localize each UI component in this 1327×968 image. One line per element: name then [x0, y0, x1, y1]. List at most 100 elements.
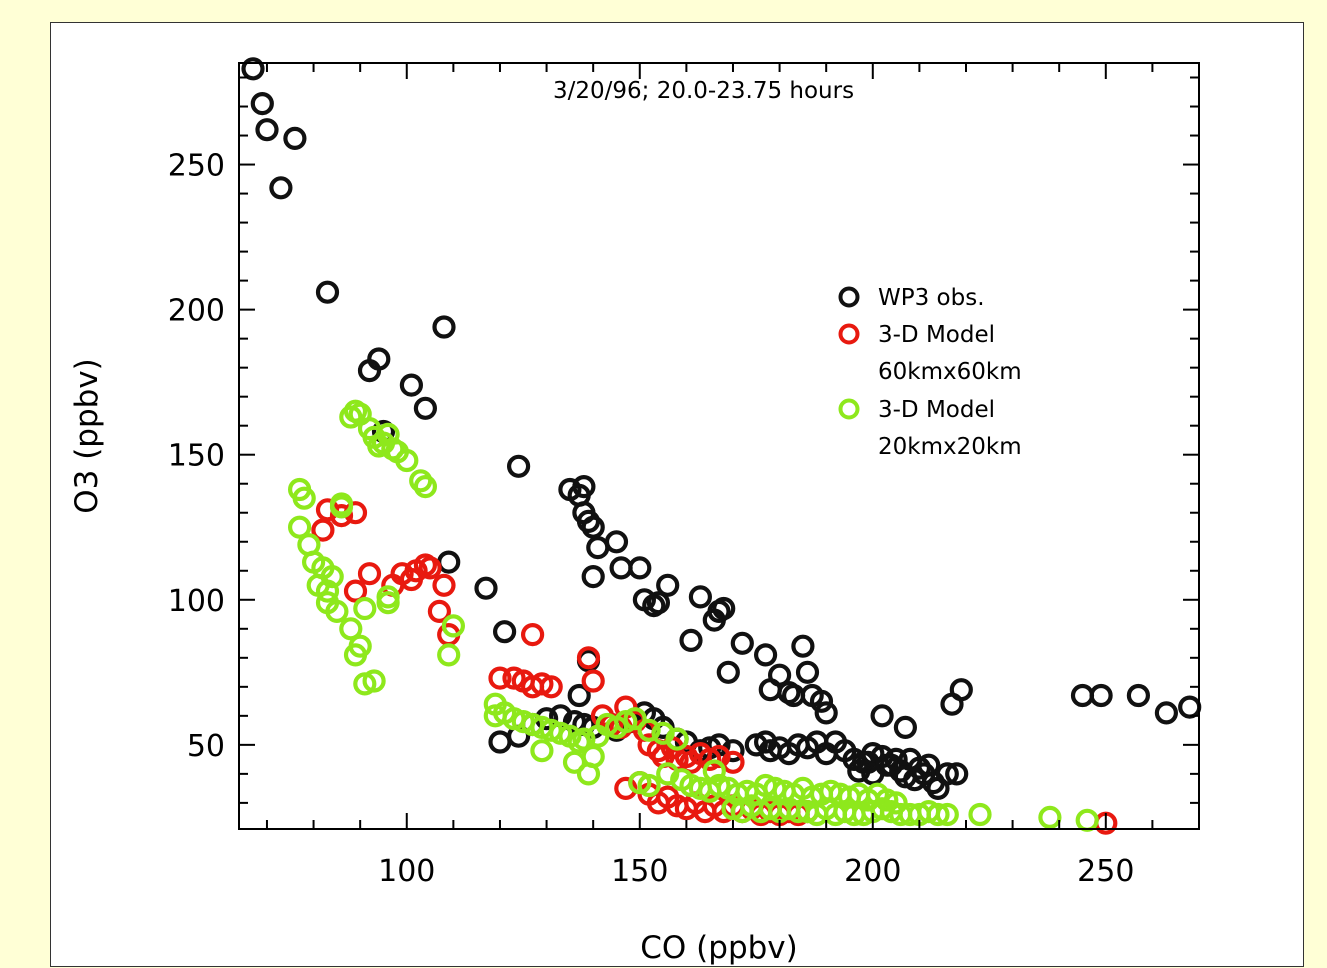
data-point [1126, 683, 1151, 708]
data-point [767, 663, 792, 687]
series-0 [241, 57, 1202, 801]
data-point [628, 556, 652, 580]
legend: WP3 obs. 3-D Model 60kmx60km 3-D Model 20kmx… [838, 285, 1022, 460]
data-point [884, 747, 908, 772]
data-point [688, 585, 713, 609]
data-point [441, 614, 465, 638]
x-axis-title: CO (ppbv) [640, 930, 797, 966]
data-point [427, 599, 451, 624]
data-point [315, 579, 340, 603]
data-point [329, 492, 354, 516]
data-point [1178, 695, 1202, 719]
legend-marker [838, 398, 860, 420]
data-point [656, 573, 680, 597]
legend-marker [838, 286, 860, 308]
data-point [539, 675, 563, 699]
data-point [339, 617, 363, 641]
data-point [376, 591, 400, 615]
data-point [413, 396, 437, 420]
chart-annotation: 3/20/96; 20.0-23.75 hours [553, 78, 854, 104]
data-point [567, 683, 591, 708]
data-point [399, 373, 423, 397]
chart-frame: 100 150 200 250 50 100 150 200 250 3/20/96; 20.0… [50, 22, 1304, 967]
data-point [348, 634, 372, 658]
data-point [791, 634, 815, 658]
data-point [376, 422, 400, 446]
data-point [716, 660, 740, 684]
data-point [572, 475, 596, 499]
data-points [241, 57, 1202, 835]
data-point [712, 596, 736, 621]
data-point [702, 759, 726, 783]
data-point [651, 721, 675, 745]
data-point [604, 530, 629, 554]
x-tick-label: 100 [378, 854, 435, 889]
data-point [926, 802, 950, 827]
legend-label: 3-D Model [878, 397, 995, 423]
legend-label: WP3 obs. [878, 285, 985, 311]
y-tick-label: 250 [168, 149, 225, 184]
data-point [581, 669, 605, 693]
data-point [292, 486, 316, 510]
data-point [362, 669, 386, 693]
data-point [623, 707, 647, 731]
data-point [250, 91, 274, 116]
data-point [507, 454, 531, 478]
data-point [1070, 683, 1095, 708]
data-point [576, 646, 601, 670]
legend-marker [838, 323, 860, 345]
data-point [418, 556, 442, 580]
data-point [609, 556, 633, 580]
data-point [367, 347, 391, 371]
data-point [679, 628, 703, 653]
data-point [493, 620, 517, 644]
data-point [343, 579, 368, 603]
data-point [288, 515, 312, 539]
data-point [1038, 805, 1062, 830]
data-point [656, 762, 680, 786]
data-point [945, 762, 969, 786]
y-tick-label: 100 [168, 584, 225, 619]
data-point [586, 535, 610, 560]
data-point [329, 504, 354, 528]
data-point [325, 599, 349, 624]
data-point [637, 773, 661, 798]
data-point [241, 57, 265, 81]
data-point [437, 550, 461, 574]
data-point [1075, 808, 1099, 832]
data-point [912, 762, 936, 786]
scatter-chart: 100 150 200 250 50 100 150 200 250 3/20/96; 20.0… [69, 57, 1202, 966]
data-point [413, 475, 437, 499]
data-point [432, 315, 456, 339]
data-point [646, 591, 671, 615]
axis-ticks [239, 63, 1200, 829]
data-point [488, 730, 512, 754]
data-point [521, 622, 545, 647]
data-point [870, 704, 894, 728]
data-point [530, 739, 554, 763]
data-point [721, 739, 745, 763]
data-point [795, 660, 820, 684]
y-tick-label: 150 [168, 439, 225, 474]
data-point [1089, 683, 1113, 708]
data-point [721, 750, 745, 774]
x-tick-label: 200 [844, 854, 901, 889]
legend-label: 20kmx20km [878, 434, 1022, 460]
data-point [488, 666, 512, 690]
data-point [1154, 701, 1179, 725]
y-tick-label: 200 [168, 294, 225, 329]
data-point [581, 564, 605, 589]
data-point [572, 727, 596, 751]
data-point [665, 727, 689, 751]
data-point [614, 776, 638, 801]
data-point [311, 518, 335, 542]
data-point [255, 118, 279, 142]
plot-area-border [238, 62, 1200, 830]
data-point [357, 562, 382, 586]
series-2 [288, 399, 1099, 832]
legend-label: 60kmx60km [878, 359, 1022, 385]
legend-label: 3-D Model [878, 322, 995, 348]
y-axis-title: O3 (ppbv) [69, 358, 105, 514]
data-point [893, 715, 918, 740]
data-point [437, 643, 461, 667]
